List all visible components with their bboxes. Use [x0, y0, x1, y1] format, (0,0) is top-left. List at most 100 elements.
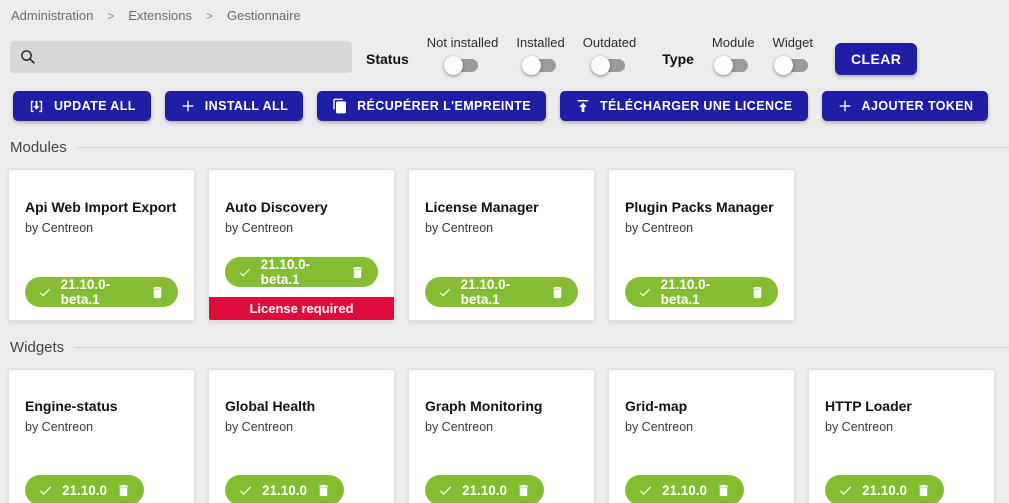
- toggle-switch[interactable]: [443, 56, 478, 75]
- action-label: RÉCUPÉRER L'EMPREINTE: [357, 99, 531, 113]
- clear-filters-button[interactable]: CLEAR: [835, 43, 918, 75]
- status-toggle-not-installed[interactable]: Not installed: [426, 35, 499, 75]
- card-author: by Centreon: [425, 420, 494, 434]
- type-toggle-widget[interactable]: Widget: [772, 35, 814, 75]
- install-all-button[interactable]: INSTALL ALL: [164, 91, 304, 121]
- extension-card-auto-discovery[interactable]: Auto Discovery by Centreon 21.10.0-beta.…: [208, 169, 395, 321]
- version-label: 21.10.0: [462, 482, 508, 498]
- telecharger-licence-button[interactable]: TÉLÉCHARGER UNE LICENCE: [560, 91, 808, 121]
- installed-version-badge[interactable]: 21.10.0-beta.1: [625, 277, 778, 307]
- breadcrumb-item-gestionnaire[interactable]: Gestionnaire: [227, 8, 301, 23]
- version-label: 21.10.0-beta.1: [460, 277, 511, 307]
- card-head: Global Health by Centreon: [209, 384, 394, 446]
- trash-icon: [719, 484, 728, 496]
- trash-icon: [553, 286, 562, 298]
- card-author: by Centreon: [825, 420, 894, 434]
- card-head: License Manager by Centreon: [409, 176, 594, 256]
- chevron-right-icon: >: [107, 8, 115, 23]
- toggle-label: Widget: [772, 35, 814, 50]
- uninstall-button[interactable]: [750, 285, 765, 300]
- chevron-right-icon: >: [205, 8, 213, 23]
- uninstall-button[interactable]: [916, 483, 931, 498]
- extension-card-plugin-packs-manager[interactable]: Plugin Packs Manager by Centreon 21.10.0…: [608, 169, 795, 321]
- installed-version-badge[interactable]: 21.10.0: [225, 475, 345, 503]
- recuperer-empreinte-button[interactable]: RÉCUPÉRER L'EMPREINTE: [317, 91, 546, 121]
- extension-card-grid-map[interactable]: Grid-map by Centreon 21.10.0: [608, 369, 795, 503]
- toggle-knob: [773, 56, 793, 75]
- toggle-switch[interactable]: [590, 56, 625, 75]
- update-all-button[interactable]: UPDATE ALL: [13, 91, 151, 121]
- installed-version-badge[interactable]: 21.10.0: [425, 475, 545, 503]
- uninstall-button[interactable]: [150, 285, 165, 300]
- card-title: License Manager: [425, 199, 539, 215]
- uninstall-button[interactable]: [516, 483, 531, 498]
- search-bar[interactable]: [10, 41, 352, 73]
- toggle-knob: [590, 56, 610, 75]
- widgets-grid: Engine-status by Centreon 21.10.0 Global…: [0, 369, 1009, 503]
- extension-card-api-web-import-export[interactable]: Api Web Import Export by Centreon 21.10.…: [8, 169, 195, 321]
- uninstall-button[interactable]: [316, 483, 331, 498]
- card-head: Plugin Packs Manager by Centreon: [609, 176, 794, 256]
- check-icon: [39, 288, 50, 296]
- widgets-section-header: Widgets: [0, 337, 1009, 357]
- installed-version-badge[interactable]: 21.10.0: [625, 475, 745, 503]
- search-input[interactable]: [37, 41, 343, 73]
- type-toggle-module[interactable]: Module: [712, 35, 755, 75]
- extension-card-engine-status[interactable]: Engine-status by Centreon 21.10.0: [8, 369, 195, 503]
- trash-icon: [353, 266, 362, 278]
- trash-icon: [753, 286, 762, 298]
- card-author: by Centreon: [225, 420, 294, 434]
- installed-version-badge[interactable]: 21.10.0-beta.1: [225, 257, 378, 287]
- version-label: 21.10.0: [262, 482, 308, 498]
- section-title: Modules: [10, 138, 67, 156]
- modules-grid: Api Web Import Export by Centreon 21.10.…: [0, 169, 1009, 321]
- card-title: Grid-map: [625, 398, 688, 414]
- installed-version-badge[interactable]: 21.10.0: [825, 475, 945, 503]
- extension-card-global-health[interactable]: Global Health by Centreon 21.10.0: [208, 369, 395, 503]
- trash-icon: [519, 484, 528, 496]
- ajouter-token-button[interactable]: AJOUTER TOKEN: [821, 91, 989, 121]
- trash-icon: [153, 286, 162, 298]
- toggle-knob: [714, 56, 734, 75]
- status-toggle-installed[interactable]: Installed: [516, 35, 565, 75]
- card-title: Plugin Packs Manager: [625, 199, 774, 215]
- check-icon: [639, 288, 650, 296]
- uninstall-button[interactable]: [350, 265, 365, 280]
- toggle-switch[interactable]: [714, 56, 749, 75]
- check-icon: [640, 486, 652, 495]
- version-label: 21.10.0: [662, 482, 708, 498]
- breadcrumb: Administration > Extensions > Gestionnai…: [0, 0, 1009, 24]
- installed-version-badge[interactable]: 21.10.0: [25, 475, 145, 503]
- breadcrumb-item-extensions[interactable]: Extensions: [128, 8, 192, 23]
- trash-icon: [319, 484, 328, 496]
- check-icon: [239, 268, 250, 276]
- card-author: by Centreon: [25, 420, 94, 434]
- search-icon: [21, 50, 35, 64]
- toggle-label: Not installed: [426, 35, 499, 50]
- extension-card-graph-monitoring[interactable]: Graph Monitoring by Centreon 21.10.0: [408, 369, 595, 503]
- toggle-label: Installed: [516, 35, 565, 50]
- extension-card-license-manager[interactable]: License Manager by Centreon 21.10.0-beta…: [408, 169, 595, 321]
- version-label: 21.10.0-beta.1: [660, 277, 711, 307]
- version-label: 21.10.0-beta.1: [60, 277, 111, 307]
- check-icon: [439, 288, 450, 296]
- installed-version-badge[interactable]: 21.10.0-beta.1: [425, 277, 578, 307]
- uninstall-button[interactable]: [550, 285, 565, 300]
- plus-icon: [182, 100, 194, 112]
- filter-bar: Status Not installed Installed Outdated …: [0, 35, 1009, 75]
- check-icon: [440, 486, 452, 495]
- uninstall-button[interactable]: [716, 483, 731, 498]
- status-toggle-outdated[interactable]: Outdated: [583, 35, 636, 75]
- version-label: 21.10.0: [62, 482, 108, 498]
- toggle-switch[interactable]: [773, 56, 808, 75]
- installed-version-badge[interactable]: 21.10.0-beta.1: [25, 277, 178, 307]
- toggle-knob: [443, 56, 463, 75]
- card-head: HTTP Loader by Centreon: [809, 384, 994, 446]
- section-divider: [74, 346, 1009, 348]
- section-title: Widgets: [10, 338, 65, 356]
- card-title: Graph Monitoring: [425, 398, 543, 414]
- uninstall-button[interactable]: [116, 483, 131, 498]
- breadcrumb-item-administration[interactable]: Administration: [11, 8, 94, 23]
- toggle-switch[interactable]: [521, 56, 556, 75]
- extension-card-http-loader[interactable]: HTTP Loader by Centreon 21.10.0: [808, 369, 995, 503]
